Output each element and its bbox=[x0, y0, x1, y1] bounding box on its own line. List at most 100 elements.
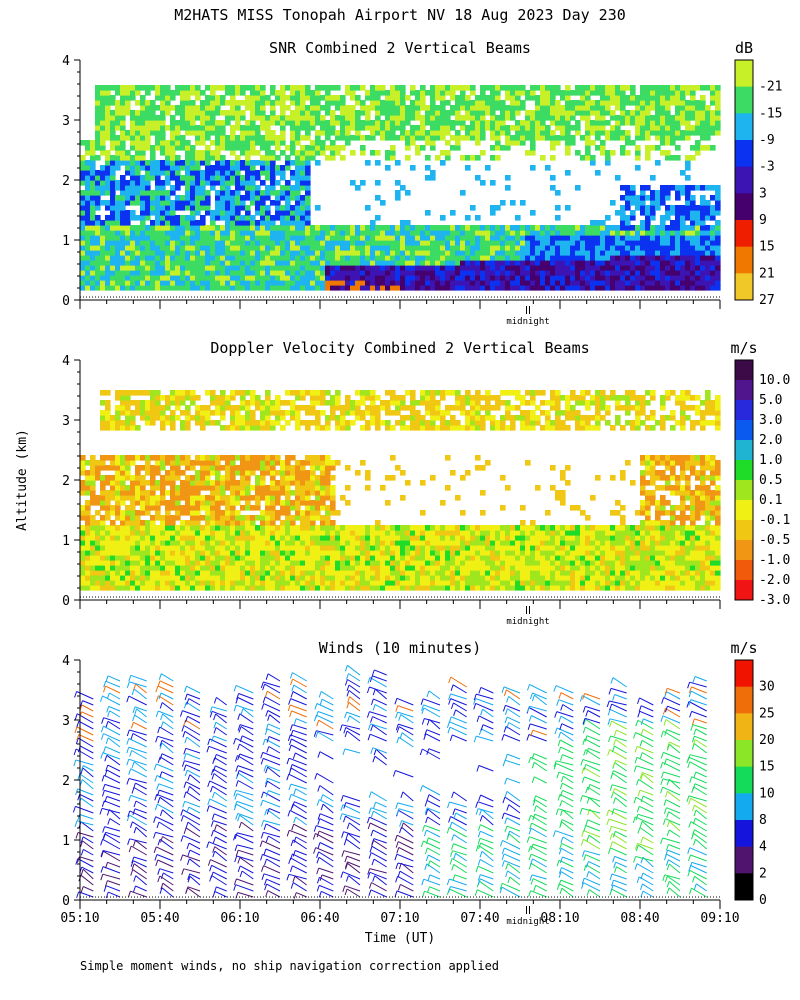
heatmap-cell bbox=[615, 210, 621, 216]
heatmap-cell bbox=[140, 240, 146, 246]
heatmap-cell bbox=[215, 130, 221, 136]
heatmap-cell bbox=[380, 90, 386, 96]
heatmap-cell bbox=[520, 135, 526, 141]
heatmap-cell bbox=[155, 530, 161, 536]
heatmap-cell bbox=[665, 120, 671, 126]
heatmap-cell bbox=[205, 280, 211, 286]
heatmap-cell bbox=[150, 170, 156, 176]
heatmap-cell bbox=[580, 235, 586, 241]
heatmap-cell bbox=[335, 225, 341, 231]
heatmap-cell bbox=[190, 460, 196, 466]
heatmap-cell bbox=[220, 465, 226, 471]
heatmap-cell bbox=[320, 125, 326, 131]
heatmap-cell bbox=[290, 135, 296, 141]
heatmap-cell bbox=[140, 140, 146, 146]
heatmap-cell bbox=[375, 85, 381, 91]
heatmap-cell bbox=[365, 225, 371, 231]
heatmap-cell bbox=[550, 235, 556, 241]
heatmap-cell bbox=[565, 95, 571, 101]
heatmap-cell bbox=[170, 500, 176, 506]
heatmap-cell bbox=[700, 120, 706, 126]
heatmap-cell bbox=[450, 225, 456, 231]
heatmap-cell bbox=[245, 515, 251, 521]
heatmap-cell bbox=[225, 90, 231, 96]
heatmap-cell bbox=[645, 85, 651, 91]
heatmap-cell bbox=[430, 270, 436, 276]
heatmap-cell bbox=[215, 550, 221, 556]
heatmap-cell bbox=[80, 195, 86, 201]
heatmap-cell bbox=[125, 515, 131, 521]
heatmap-cell bbox=[630, 255, 636, 261]
heatmap-cell bbox=[115, 280, 121, 286]
heatmap-cell bbox=[200, 530, 206, 536]
heatmap-cell bbox=[375, 195, 381, 201]
heatmap-cell bbox=[710, 115, 716, 121]
heatmap-cell bbox=[85, 530, 91, 536]
heatmap-cell bbox=[305, 255, 311, 261]
heatmap-cell bbox=[550, 250, 556, 256]
heatmap-cell bbox=[210, 270, 216, 276]
heatmap-cell bbox=[400, 90, 406, 96]
heatmap-cell bbox=[185, 185, 191, 191]
heatmap-cell bbox=[80, 510, 86, 516]
heatmap-cell bbox=[700, 210, 706, 216]
heatmap-cell bbox=[260, 535, 266, 541]
heatmap-cell bbox=[220, 245, 226, 251]
heatmap-cell bbox=[350, 230, 356, 236]
heatmap-cell bbox=[155, 515, 161, 521]
heatmap-cell bbox=[105, 135, 111, 141]
heatmap-cell bbox=[390, 250, 396, 256]
heatmap-cell bbox=[165, 200, 171, 206]
heatmap-cell bbox=[185, 585, 191, 591]
heatmap-cell bbox=[265, 100, 271, 106]
heatmap-cell bbox=[130, 130, 136, 136]
heatmap-cell bbox=[155, 400, 161, 406]
heatmap-cell bbox=[290, 275, 296, 281]
heatmap-cell bbox=[345, 110, 351, 116]
heatmap-cell bbox=[115, 470, 121, 476]
heatmap-cell bbox=[95, 205, 101, 211]
heatmap-cell bbox=[475, 275, 481, 281]
heatmap-cell bbox=[510, 240, 516, 246]
heatmap-cell bbox=[555, 100, 561, 106]
heatmap-cell bbox=[210, 170, 216, 176]
heatmap-cell bbox=[390, 145, 396, 151]
heatmap-cell bbox=[595, 85, 601, 91]
heatmap-cell bbox=[185, 105, 191, 111]
heatmap-cell bbox=[455, 105, 461, 111]
heatmap-cell bbox=[155, 500, 161, 506]
heatmap-cell bbox=[435, 120, 441, 126]
heatmap-cell bbox=[480, 235, 486, 241]
heatmap-cell bbox=[180, 95, 186, 101]
heatmap-cell bbox=[470, 250, 476, 256]
heatmap-cell bbox=[465, 235, 471, 241]
heatmap-cell bbox=[550, 140, 556, 146]
heatmap-cell bbox=[685, 260, 691, 266]
heatmap-cell bbox=[170, 145, 176, 151]
heatmap-cell bbox=[500, 145, 506, 151]
heatmap-cell bbox=[225, 555, 231, 561]
heatmap-cell bbox=[470, 265, 476, 271]
heatmap-cell bbox=[115, 150, 121, 156]
heatmap-cell bbox=[265, 240, 271, 246]
heatmap-cell bbox=[455, 250, 461, 256]
heatmap-cell bbox=[665, 85, 671, 91]
heatmap-cell bbox=[265, 215, 271, 221]
heatmap-cell bbox=[250, 555, 256, 561]
heatmap-cell bbox=[290, 195, 296, 201]
heatmap-cell bbox=[490, 120, 496, 126]
heatmap-cell bbox=[215, 240, 221, 246]
heatmap-cell bbox=[90, 555, 96, 561]
heatmap-cell bbox=[85, 250, 91, 256]
heatmap-cell bbox=[485, 250, 491, 256]
heatmap-cell bbox=[230, 250, 236, 256]
heatmap-cell bbox=[340, 125, 346, 131]
heatmap-cell bbox=[215, 95, 221, 101]
heatmap-cell bbox=[260, 120, 266, 126]
y-tick-label: 1 bbox=[62, 234, 70, 249]
heatmap-cell bbox=[585, 250, 591, 256]
heatmap-cell bbox=[670, 265, 676, 271]
heatmap-cell bbox=[90, 530, 96, 536]
heatmap-cell bbox=[665, 255, 671, 261]
heatmap-cell bbox=[650, 200, 656, 206]
